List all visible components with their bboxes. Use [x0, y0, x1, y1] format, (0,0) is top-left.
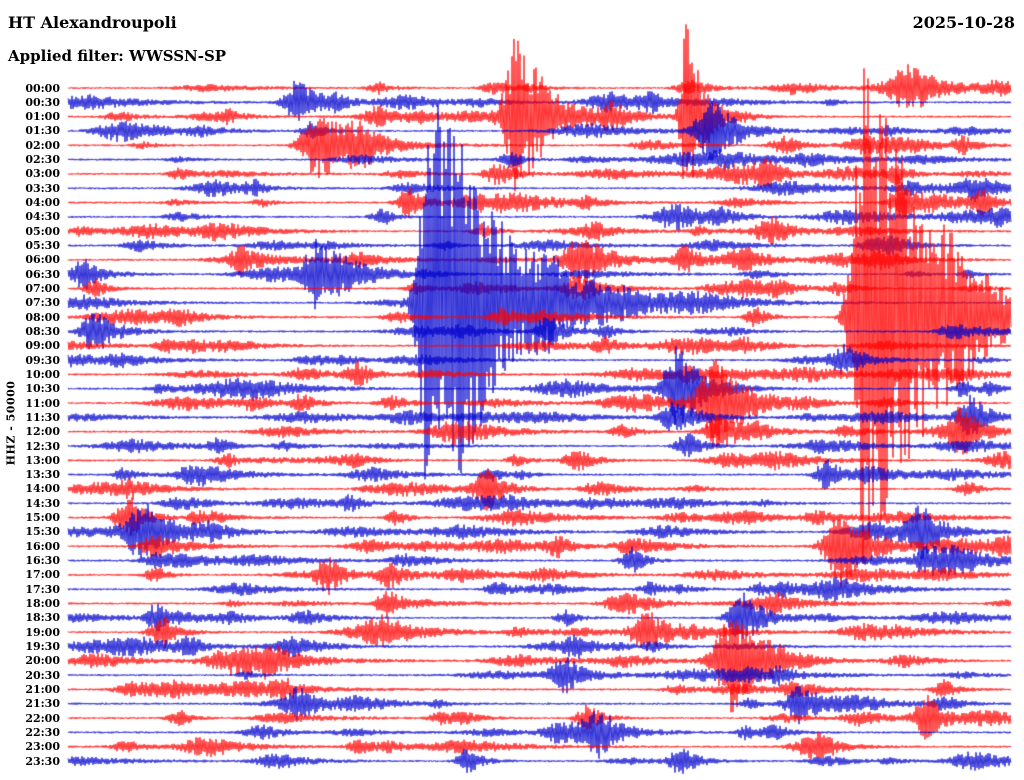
date-label: 2025-10-28	[912, 13, 1015, 32]
time-label: 16:30	[25, 554, 60, 568]
time-label: 19:00	[25, 625, 60, 639]
time-label: 18:30	[25, 611, 60, 625]
time-label: 23:00	[25, 740, 60, 754]
time-label: 03:30	[25, 181, 60, 195]
time-label: 04:00	[25, 196, 60, 210]
time-label: 20:30	[25, 668, 60, 682]
time-label: 22:00	[25, 711, 60, 725]
time-label: 15:00	[25, 511, 60, 525]
time-label: 17:00	[25, 568, 60, 582]
time-label: 12:00	[25, 425, 60, 439]
time-label: 21:30	[25, 697, 60, 711]
time-label: 06:30	[25, 267, 60, 281]
time-label: 20:00	[25, 654, 60, 668]
time-label: 08:00	[25, 310, 60, 324]
time-label: 14:30	[25, 496, 60, 510]
time-label: 10:00	[25, 367, 60, 381]
time-label: 18:00	[25, 597, 60, 611]
time-label: 05:00	[25, 224, 60, 238]
time-label: 03:00	[25, 167, 60, 181]
time-label: 11:30	[25, 410, 60, 424]
time-label: 13:30	[25, 468, 60, 482]
time-label: 13:00	[25, 453, 60, 467]
time-label: 09:00	[25, 339, 60, 353]
time-label: 01:00	[25, 110, 60, 124]
time-label: 08:30	[25, 324, 60, 338]
channel-scale-label: HHZ - 50000	[4, 380, 18, 466]
time-label: 09:30	[25, 353, 60, 367]
time-label: 15:30	[25, 525, 60, 539]
time-label: 10:30	[25, 382, 60, 396]
applied-filter-label: Applied filter: WWSSN-SP	[8, 47, 227, 65]
time-label: 16:00	[25, 539, 60, 553]
time-label: 07:30	[25, 296, 60, 310]
time-label: 00:00	[25, 81, 60, 95]
time-label: 19:30	[25, 639, 60, 653]
time-label: 22:30	[25, 725, 60, 739]
time-label: 04:30	[25, 210, 60, 224]
time-label: 12:30	[25, 439, 60, 453]
time-label: 06:00	[25, 253, 60, 267]
time-label: 21:00	[25, 682, 60, 696]
time-label: 23:30	[25, 754, 60, 768]
time-label: 17:30	[25, 582, 60, 596]
time-label: 00:30	[25, 95, 60, 109]
time-label: 14:00	[25, 482, 60, 496]
time-label: 01:30	[25, 124, 60, 138]
time-label: 11:00	[25, 396, 60, 410]
time-label: 05:30	[25, 239, 60, 253]
time-label: 02:00	[25, 138, 60, 152]
station-title: HT Alexandroupoli	[8, 13, 177, 32]
time-label: 02:30	[25, 153, 60, 167]
time-axis: 00:00 00:30 01:00 01:30 02:00 02:30 03:00 03:30…	[0, 0, 62, 780]
time-label: 07:00	[25, 281, 60, 295]
